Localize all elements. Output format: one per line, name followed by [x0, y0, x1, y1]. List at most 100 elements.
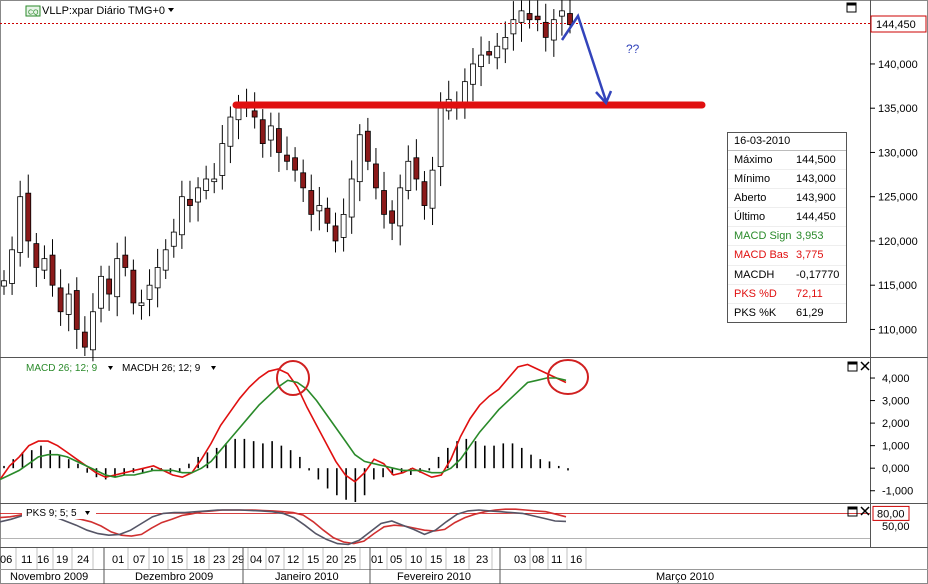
day-label: 01	[112, 554, 124, 566]
candle-body	[437, 107, 444, 168]
info-value: -0,17770	[796, 268, 840, 281]
pks-dropdown-icon[interactable]	[85, 511, 90, 515]
candle-body	[203, 178, 210, 191]
candle-body	[49, 254, 56, 286]
macd-y-tick-label: 4,000	[882, 373, 910, 385]
day-label: 16	[37, 554, 49, 566]
candle-body	[178, 196, 185, 236]
macd-label[interactable]: MACD 26; 12; 9	[26, 363, 98, 374]
macd-close-icon[interactable]	[860, 361, 870, 371]
candle-body	[413, 157, 420, 180]
info-label: PKS %D	[734, 287, 777, 300]
candle-body	[526, 13, 533, 21]
day-label: 16	[570, 554, 582, 566]
candle-body	[534, 15, 541, 21]
x-axis: 06 11 16 19 24 01 07 10 15 18 23 29 04 07 12 15 20 25 01 05…	[0, 548, 714, 584]
day-label: 08	[532, 554, 544, 566]
candle-body	[73, 290, 80, 330]
pks-close-icon[interactable]	[860, 506, 870, 516]
macd-dropdown-icon[interactable]	[108, 366, 113, 370]
candle-body	[567, 13, 573, 25]
question-annotation: ??	[626, 42, 640, 56]
day-label: 15	[171, 554, 183, 566]
day-label: 29	[232, 554, 244, 566]
candle-body	[461, 81, 468, 106]
maximize-icon[interactable]	[846, 2, 857, 13]
y-tick-label: 110,000	[878, 324, 917, 336]
pks-maximize-icon[interactable]	[847, 506, 858, 517]
pks-label[interactable]: PKS 9; 5; 5	[26, 508, 77, 519]
macd-y-tick-label: 3,000	[882, 396, 910, 408]
signal-line	[0, 377, 567, 481]
pks-y-tick-label-50: 50,00	[882, 521, 910, 533]
macd-y-tick-label: 0,000	[882, 463, 910, 475]
chart-tag-icon	[25, 5, 41, 17]
title-dropdown-icon[interactable]	[168, 8, 174, 12]
day-label: 23	[213, 554, 225, 566]
info-row: PKS %D 72,11	[728, 285, 846, 304]
candle-body	[81, 331, 88, 348]
candle-body	[518, 10, 525, 23]
candle-body	[195, 187, 201, 203]
day-label: 18	[193, 554, 205, 566]
pks-d-line	[0, 508, 567, 545]
macd-y-tick-label: 1,000	[882, 441, 910, 453]
y-tick-label: 130,000	[878, 147, 918, 159]
candle-body	[57, 287, 64, 313]
candle-body	[41, 258, 48, 271]
day-label: 04	[250, 554, 262, 566]
candle-body	[356, 134, 363, 183]
candle-body	[397, 187, 404, 227]
macd-maximize-icon[interactable]	[847, 361, 858, 372]
candle-body	[308, 190, 315, 215]
day-label: 12	[287, 554, 299, 566]
candle-body	[33, 243, 40, 268]
month-label: Fevereiro 2010	[397, 571, 471, 583]
macd-pane: 4,000 3,000 2,000 1,000 0,000 -1,000	[0, 363, 913, 502]
candle-body	[187, 198, 193, 206]
y-tick-label: 115,000	[878, 280, 917, 292]
day-label: 15	[307, 554, 319, 566]
info-row: Mínimo 143,000	[728, 170, 846, 190]
info-label: Mínimo	[734, 173, 771, 186]
candle-body	[154, 267, 161, 289]
y-tick-label: 140,000	[878, 59, 918, 71]
candle-body	[348, 178, 355, 218]
day-label: 11	[21, 554, 32, 566]
candle-body	[324, 207, 331, 224]
info-value: 143,000	[796, 173, 836, 186]
macdh-label[interactable]: MACDH 26; 12; 9	[122, 363, 201, 374]
candle-body	[429, 169, 436, 209]
last-price-label: 144,450	[876, 19, 916, 31]
crossover-circle-1	[276, 360, 310, 396]
pks-y-tick-label-80: 80,00	[877, 508, 905, 520]
candle-body	[146, 284, 153, 300]
candle-body	[486, 51, 493, 56]
candle-body	[502, 37, 509, 50]
info-label: PKS %K	[734, 306, 777, 319]
info-row: MACD Bas 3,775	[728, 246, 846, 266]
candle-body	[300, 172, 307, 189]
chart-title[interactable]: VLLP:xpar Diário TMG+0	[42, 5, 165, 17]
month-label: Dezembro 2009	[135, 571, 213, 583]
day-label: 10	[410, 554, 422, 566]
candle-body	[421, 181, 428, 206]
month-label: Março 2010	[656, 571, 714, 583]
macdh-dropdown-icon[interactable]	[211, 366, 216, 370]
day-label: 10	[152, 554, 164, 566]
y-axes: 110,000 115,000 120,000 125,000 130,000 135,0…	[870, 59, 918, 336]
day-label: 05	[390, 554, 402, 566]
candle-body	[65, 293, 72, 315]
candle-body	[235, 107, 242, 121]
day-label: 19	[56, 554, 68, 566]
candle-body	[316, 205, 323, 212]
info-label: Último	[734, 211, 766, 224]
day-label: 07	[268, 554, 280, 566]
day-label: 15	[430, 554, 442, 566]
candle-body	[130, 269, 137, 304]
pks-80-box	[872, 505, 910, 521]
candle-body	[122, 254, 129, 268]
info-row: Último 144,450	[728, 208, 846, 228]
y-tick-label: 125,000	[878, 192, 918, 204]
